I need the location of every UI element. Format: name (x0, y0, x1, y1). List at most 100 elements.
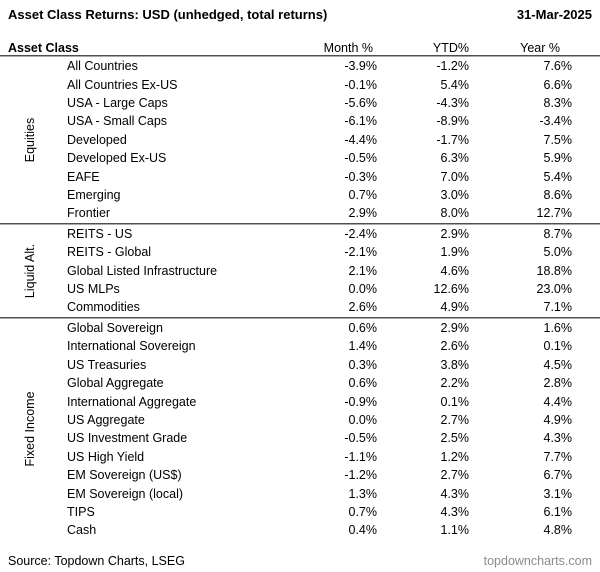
month-value-cell: 1.3% (348, 486, 378, 501)
asset-name-cell: Cash (67, 523, 97, 538)
ytd-value-cell: 1.9% (440, 245, 470, 260)
group-label-fixed-income: Fixed Income (22, 391, 37, 467)
month-value-cell: -4.4% (344, 132, 377, 147)
ytd-value-cell: 4.9% (440, 300, 470, 315)
asset-name-cell: International Sovereign (67, 339, 196, 354)
asset-name-cell: Developed Ex-US (67, 151, 167, 166)
asset-name-cell: USA - Small Caps (67, 114, 168, 129)
year-value-cell: 8.3% (543, 96, 573, 111)
ytd-value-cell: -1.2% (436, 59, 469, 74)
group-label-cell: Fixed Income (0, 319, 59, 540)
month-value-cell: -3.9% (344, 59, 377, 74)
table-row: All Countries Ex-US -0.1% 5.4% 6.6% (59, 75, 600, 93)
asset-name-cell: Commodities (67, 300, 140, 315)
ytd-value-cell: -8.9% (436, 114, 469, 129)
asset-name-cell: US Investment Grade (67, 431, 188, 446)
ytd-value-cell: 6.3% (440, 151, 470, 166)
group-label-cell: Liquid Alt. (0, 225, 59, 317)
group-label-equities: Equities (22, 117, 37, 163)
year-value-cell: 6.7% (543, 468, 573, 483)
month-value-cell: 0.4% (348, 523, 378, 538)
year-value-cell: 1.6% (543, 320, 573, 335)
table-row: US MLPs 0.0% 12.6% 23.0% (59, 280, 600, 298)
table-row: US Aggregate 0.0% 2.7% 4.9% (59, 411, 600, 429)
month-value-cell: 2.9% (348, 206, 378, 221)
section-rows: REITS - US -2.4% 2.9% 8.7% REITS - Global -2.… (59, 225, 600, 317)
title-row: Asset Class Returns: USD (unhedged, tota… (0, 0, 600, 22)
table-row: International Aggregate -0.9% 0.1% 4.4% (59, 392, 600, 410)
ytd-value-cell: -4.3% (436, 96, 469, 111)
ytd-value-cell: 8.0% (440, 206, 470, 221)
table-row: REITS - Global -2.1% 1.9% 5.0% (59, 243, 600, 261)
returns-table: Equities All Countries -3.9% -1.2% 7.6% All C… (0, 57, 600, 540)
section-rows: All Countries -3.9% -1.2% 7.6% All Countries… (59, 57, 600, 223)
asset-name-cell: Developed (67, 132, 127, 147)
column-header-ytd: YTD% (432, 41, 469, 55)
table-row: TIPS 0.7% 4.3% 6.1% (59, 503, 600, 521)
section-divider (0, 222, 600, 225)
year-value-cell: -3.4% (539, 114, 572, 129)
table-row: US High Yield -1.1% 1.2% 7.7% (59, 448, 600, 466)
month-value-cell: -0.5% (344, 431, 377, 446)
asset-name-cell: Emerging (67, 188, 121, 203)
month-value-cell: -6.1% (344, 114, 377, 129)
year-value-cell: 23.0% (536, 282, 572, 297)
asset-name-cell: USA - Large Caps (67, 96, 168, 111)
site-link[interactable]: topdowncharts.com (483, 553, 592, 568)
ytd-value-cell: 2.7% (440, 412, 470, 427)
table-row: Frontier 2.9% 8.0% 12.7% (59, 204, 600, 222)
month-value-cell: 0.0% (348, 412, 378, 427)
as-of-date: 31-Mar-2025 (516, 7, 592, 22)
year-value-cell: 4.5% (543, 357, 573, 372)
asset-name-cell: International Aggregate (67, 394, 197, 409)
year-value-cell: 7.6% (543, 59, 573, 74)
year-value-cell: 7.7% (543, 449, 573, 464)
ytd-value-cell: 3.0% (440, 188, 470, 203)
year-value-cell: 5.9% (543, 151, 573, 166)
source-note: Source: Topdown Charts, LSEG (8, 553, 185, 568)
asset-name-cell: Frontier (67, 206, 111, 221)
section-liquid-alt: Liquid Alt. REITS - US -2.4% 2.9% 8.7% REITS … (0, 225, 600, 317)
table-row: USA - Small Caps -6.1% -8.9% -3.4% (59, 112, 600, 130)
ytd-value-cell: -1.7% (436, 132, 469, 147)
ytd-value-cell: 12.6% (433, 282, 469, 297)
table-row: Emerging 0.7% 3.0% 8.6% (59, 186, 600, 204)
column-header-month: Month % (323, 41, 373, 55)
table-row: International Sovereign 1.4% 2.6% 0.1% (59, 337, 600, 355)
table-row: REITS - US -2.4% 2.9% 8.7% (59, 225, 600, 243)
asset-name-cell: Global Listed Infrastructure (67, 263, 218, 278)
month-value-cell: -2.1% (344, 245, 377, 260)
year-value-cell: 6.6% (543, 77, 573, 92)
asset-name-cell: EM Sovereign (US$) (67, 468, 182, 483)
month-value-cell: -0.3% (344, 169, 377, 184)
table-row: EAFE -0.3% 7.0% 5.4% (59, 167, 600, 185)
year-value-cell: 8.6% (543, 188, 573, 203)
ytd-value-cell: 2.2% (440, 376, 470, 391)
table-row: EM Sovereign (US$) -1.2% 2.7% 6.7% (59, 466, 600, 484)
month-value-cell: 0.0% (348, 282, 378, 297)
table-row: EM Sovereign (local) 1.3% 4.3% 3.1% (59, 484, 600, 502)
asset-name-cell: Global Sovereign (67, 320, 163, 335)
ytd-value-cell: 3.8% (440, 357, 470, 372)
month-value-cell: -0.5% (344, 151, 377, 166)
month-value-cell: -0.1% (344, 77, 377, 92)
section-rows: Global Sovereign 0.6% 2.9% 1.6% Internationa… (59, 319, 600, 540)
year-value-cell: 3.1% (543, 486, 573, 501)
month-value-cell: -5.6% (344, 96, 377, 111)
group-label-liquid-alt: Liquid Alt. (22, 243, 37, 298)
asset-name-cell: US Aggregate (67, 412, 145, 427)
asset-name-cell: US MLPs (67, 282, 120, 297)
column-header-year: Year % (520, 41, 560, 55)
group-label-cell: Equities (0, 57, 59, 223)
table-row: Global Listed Infrastructure 2.1% 4.6% 18.8… (59, 261, 600, 279)
table-row: Cash 0.4% 1.1% 4.8% (59, 521, 600, 539)
table-row: US Treasuries 0.3% 3.8% 4.5% (59, 356, 600, 374)
year-value-cell: 4.3% (543, 431, 573, 446)
month-value-cell: 0.7% (348, 188, 378, 203)
column-header-asset-class: Asset Class (8, 41, 79, 55)
table-row: Developed Ex-US -0.5% 6.3% 5.9% (59, 149, 600, 167)
ytd-value-cell: 2.7% (440, 468, 470, 483)
year-value-cell: 6.1% (543, 504, 573, 519)
year-value-cell: 7.1% (543, 300, 573, 315)
